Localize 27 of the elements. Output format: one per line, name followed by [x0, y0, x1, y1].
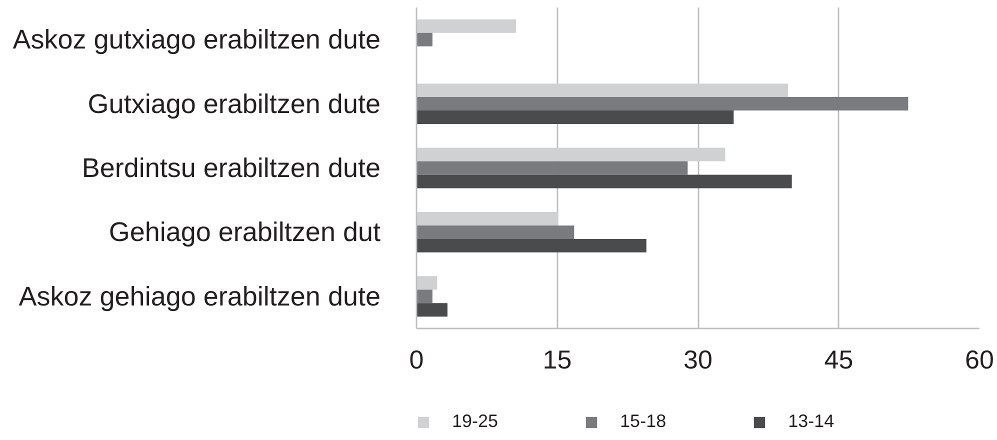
bar — [416, 32, 432, 46]
y-tick-label: Askoz gehiago erabiltzen dute — [18, 281, 381, 312]
legend-label: 19-25 — [452, 411, 498, 432]
bar — [416, 110, 734, 124]
bar — [416, 161, 688, 175]
bar — [416, 212, 558, 226]
bar — [416, 148, 726, 162]
bar — [416, 19, 516, 33]
x-tick-label: 30 — [684, 344, 712, 374]
legend-label: 13-14 — [788, 411, 834, 432]
bar — [416, 174, 792, 188]
y-tick-label: Askoz gutxiago erabiltzen dute — [12, 24, 381, 55]
x-tick-label: 45 — [824, 344, 854, 374]
x-tick-label: 60 — [965, 344, 994, 374]
y-tick-label: Gutxiago erabiltzen dute — [88, 88, 381, 119]
x-tick-label: 0 — [409, 344, 424, 374]
bar — [416, 225, 574, 239]
legend-label: 15-18 — [620, 411, 666, 432]
bar — [416, 97, 908, 111]
x-tick-label: 15 — [542, 344, 572, 374]
bar — [416, 290, 432, 304]
bar — [416, 84, 788, 98]
bar — [416, 276, 438, 290]
bar — [416, 303, 448, 317]
bar — [416, 238, 646, 252]
y-tick-label: Berdintsu erabiltzen dute — [82, 153, 380, 183]
y-tick-label: Gehiago erabiltzen dut — [108, 217, 381, 248]
